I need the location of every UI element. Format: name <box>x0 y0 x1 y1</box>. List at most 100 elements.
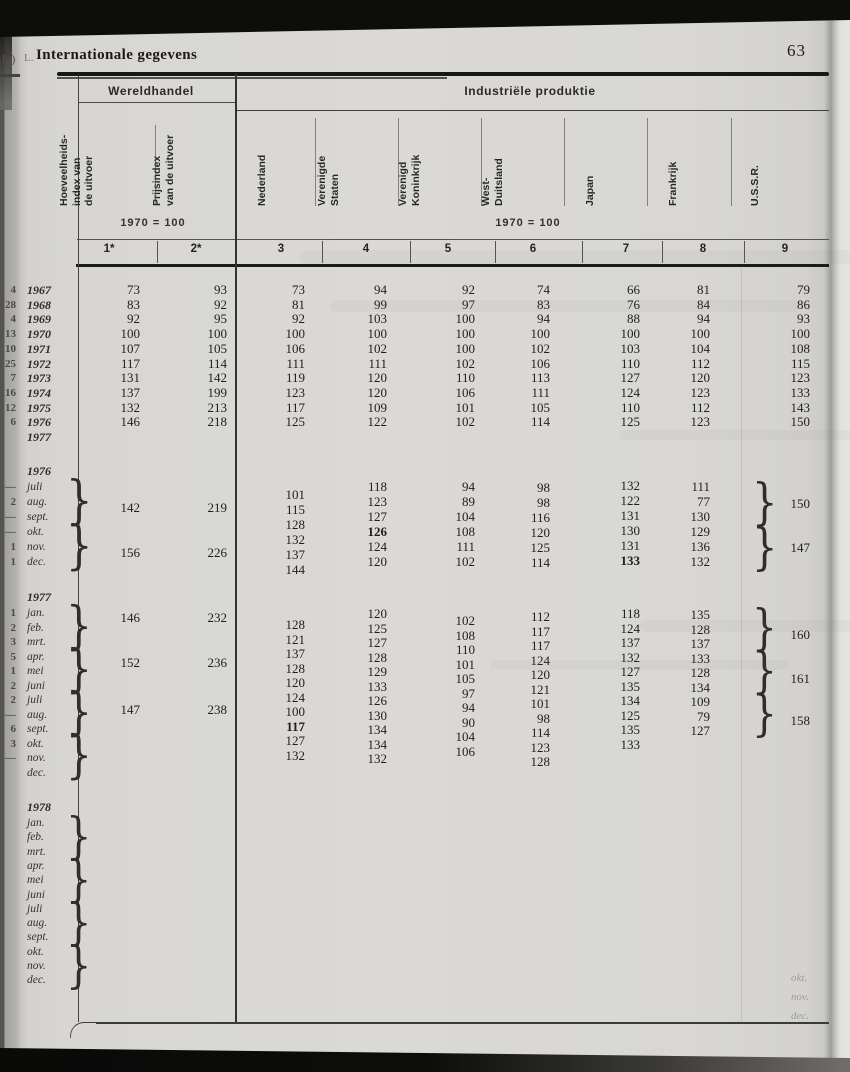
quarter-value: 142 <box>120 500 141 515</box>
cell: 132 <box>285 747 306 763</box>
table-bottom-rule-curve <box>70 1022 99 1038</box>
cell: 103 <box>367 311 388 327</box>
row-label: okt. <box>27 945 44 958</box>
cell: 124 <box>285 689 306 705</box>
cell: 94 <box>462 700 475 715</box>
title-rule <box>57 72 829 76</box>
quarter-value: 161 <box>790 671 811 686</box>
show-through-smudge <box>330 300 800 312</box>
cell: 95 <box>214 311 227 327</box>
cell: 118 <box>620 606 640 621</box>
margin-rule-ghost <box>0 74 20 77</box>
cell: 124 <box>367 539 388 554</box>
column-number-7: 7 <box>622 243 630 255</box>
cell: 74 <box>537 282 550 297</box>
quarter-value: 160 <box>790 627 811 642</box>
column-number-6: 6 <box>529 243 537 255</box>
cell: 132 <box>690 554 711 569</box>
cell: 120 <box>367 554 388 569</box>
cell: 111 <box>531 384 550 400</box>
cell: 77 <box>697 494 710 509</box>
row-label: 1969 <box>27 312 51 327</box>
column-number-8: 8 <box>699 243 707 255</box>
cell: 103 <box>620 340 641 356</box>
header-bottom-rule <box>76 264 829 268</box>
margin-ghost-number: 2 <box>10 621 17 634</box>
column-number-separator <box>410 241 412 263</box>
quarter-value: 146 <box>120 610 141 625</box>
cell: 117 <box>285 399 305 415</box>
cell: 135 <box>620 722 641 737</box>
column-number-separator <box>322 241 324 263</box>
cell: 114 <box>530 725 550 740</box>
cell: 102 <box>455 613 476 628</box>
section-year-label: 1977 <box>27 590 51 604</box>
cell: 101 <box>455 656 476 672</box>
quarter-brace: } <box>752 642 777 699</box>
quarter-brace: } <box>66 893 92 951</box>
row-label: 1968 <box>27 297 51 312</box>
cell: 132 <box>285 532 306 547</box>
margin-ghost-number: 1 <box>10 607 17 619</box>
cell: 114 <box>530 555 550 570</box>
cell: 127 <box>620 370 641 386</box>
section-year-label: 1976 <box>27 464 51 478</box>
cell: 112 <box>690 399 710 415</box>
cell: 134 <box>690 679 711 695</box>
cell: 117 <box>120 355 140 371</box>
cell: 90 <box>462 714 475 730</box>
cell: 97 <box>462 296 475 312</box>
cell: 125 <box>367 620 388 636</box>
cell: 124 <box>530 652 551 668</box>
cell: 98 <box>537 495 550 510</box>
header-separator <box>315 118 317 206</box>
row-label: mrt. <box>27 845 46 858</box>
cell: 132 <box>620 649 641 665</box>
cell: 130 <box>367 707 388 723</box>
ghost-month: nov. <box>791 991 809 1003</box>
cell: 79 <box>797 282 810 297</box>
cell: 101 <box>455 399 476 415</box>
quarter-brace: } <box>66 516 93 576</box>
quarter-brace: } <box>66 683 92 742</box>
quarter-brace: } <box>66 850 92 908</box>
margin-ghost-number: 1 <box>10 541 17 553</box>
margin-ghost-number: — <box>5 511 16 523</box>
cell: 123 <box>367 494 388 509</box>
cell: 128 <box>367 649 388 665</box>
cell: 133 <box>620 553 641 568</box>
cell: 99 <box>374 296 387 312</box>
cell: 112 <box>690 355 710 371</box>
cell: 120 <box>530 667 551 682</box>
quarter-value: 156 <box>120 545 141 560</box>
cell: 88 <box>627 311 640 327</box>
cell: 106 <box>455 384 476 400</box>
cell: 117 <box>286 718 305 734</box>
cell: 127 <box>620 664 641 679</box>
cell: 106 <box>285 340 306 356</box>
row-label: aug. <box>27 708 48 721</box>
column-header-3: Nederland <box>256 154 268 206</box>
cell: 94 <box>462 479 475 494</box>
cell: 101 <box>530 696 551 711</box>
quarter-value: 158 <box>790 713 811 728</box>
cell: 112 <box>530 609 550 624</box>
cell: 94 <box>537 311 550 327</box>
row-label: 1975 <box>27 400 51 415</box>
base-note-left: 1970 = 100 <box>120 217 186 229</box>
cell: 94 <box>697 311 710 327</box>
cell: 132 <box>120 399 141 415</box>
cell: 123 <box>285 384 306 400</box>
row-label: 1971 <box>27 341 51 356</box>
cell: 130 <box>620 523 641 538</box>
column-number-separator <box>495 241 497 263</box>
quarter-value: 236 <box>207 655 228 670</box>
margin-ghost-number: 2 <box>10 694 17 706</box>
quarter-brace: } <box>752 685 777 742</box>
cell: 105 <box>530 399 551 415</box>
cell: 110 <box>620 399 640 415</box>
cell: 137 <box>285 646 306 661</box>
cell: 218 <box>207 414 228 430</box>
page-number: 63 <box>787 41 806 60</box>
title-rule-double <box>57 76 447 79</box>
